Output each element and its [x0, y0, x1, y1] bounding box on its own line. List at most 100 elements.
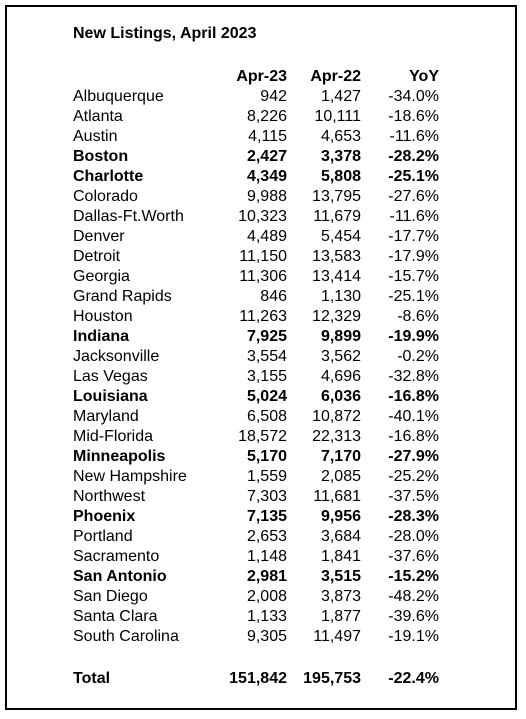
value-apr23: 7,303	[246, 488, 287, 505]
value-yoy: -0.2%	[397, 348, 439, 365]
metro-name: Denver	[73, 228, 125, 245]
metro-name: Indiana	[73, 328, 130, 345]
metro-name: Las Vegas	[73, 368, 148, 385]
metro-name: Austin	[73, 128, 118, 145]
total-apr23: 151,842	[229, 670, 287, 687]
metro-name: Boston	[73, 148, 129, 165]
metro-name: Albuquerque	[73, 88, 164, 105]
metro-name: New Hampshire	[73, 468, 187, 485]
table-title: New Listings, April 2023	[73, 25, 257, 42]
value-yoy: -25.2%	[388, 468, 439, 485]
metro-name: Colorado	[73, 188, 138, 205]
value-apr23: 7,925	[246, 328, 287, 345]
value-apr22: 7,170	[320, 448, 361, 465]
value-yoy: -27.9%	[388, 448, 439, 465]
value-apr22: 13,795	[312, 188, 361, 205]
value-apr22: 10,111	[314, 108, 361, 125]
metro-name: South Carolina	[73, 628, 179, 645]
value-apr22: 2,085	[320, 468, 361, 485]
value-apr23: 11,263	[239, 308, 287, 325]
value-apr22: 13,583	[312, 248, 361, 265]
value-yoy: -19.1%	[388, 628, 439, 645]
table-row: San Diego 2,008 3,873 -48.2%	[0, 587, 526, 607]
value-apr23: 8,226	[246, 108, 287, 125]
header-apr23: Apr-23	[236, 68, 287, 85]
metro-name: San Antonio	[73, 568, 167, 585]
table-row: Las Vegas 3,155 4,696 -32.8%	[0, 367, 526, 387]
value-apr22: 12,329	[312, 308, 361, 325]
value-yoy: -28.0%	[388, 528, 439, 545]
metro-name: San Diego	[73, 588, 148, 605]
metro-name: Santa Clara	[73, 608, 158, 625]
value-apr22: 9,899	[320, 328, 361, 345]
metro-name: Phoenix	[73, 508, 136, 525]
table-row: Northwest 7,303 11,681 -37.5%	[0, 487, 526, 507]
metro-name: Detroit	[73, 248, 121, 265]
table-row: New Hampshire 1,559 2,085 -25.2%	[0, 467, 526, 487]
value-apr22: 3,378	[320, 148, 361, 165]
total-apr22: 195,753	[303, 670, 361, 687]
value-apr23: 2,008	[246, 588, 287, 605]
value-apr22: 1,877	[320, 608, 361, 625]
value-yoy: -32.8%	[388, 368, 439, 385]
value-yoy: -8.6%	[397, 308, 439, 325]
value-apr23: 6,508	[246, 408, 287, 425]
metro-name: Northwest	[73, 488, 146, 505]
value-apr23: 7,135	[246, 508, 287, 525]
table-row: Indiana 7,925 9,899 -19.9%	[0, 327, 526, 347]
value-apr23: 11,306	[239, 268, 287, 285]
table-row: South Carolina 9,305 11,497 -19.1%	[0, 627, 526, 647]
table-row: Albuquerque 942 1,427 -34.0%	[0, 87, 526, 107]
table-row: Louisiana 5,024 6,036 -16.8%	[0, 387, 526, 407]
table-row: Santa Clara 1,133 1,877 -39.6%	[0, 607, 526, 627]
value-apr22: 3,684	[320, 528, 361, 545]
total-yoy: -22.4%	[388, 670, 439, 687]
value-apr23: 11,150	[239, 248, 287, 265]
value-apr23: 5,170	[246, 448, 287, 465]
value-apr22: 13,414	[312, 268, 361, 285]
value-yoy: -25.1%	[388, 168, 439, 185]
table-row: Phoenix 7,135 9,956 -28.3%	[0, 507, 526, 527]
table-row: Houston 11,263 12,329 -8.6%	[0, 307, 526, 327]
value-yoy: -15.7%	[388, 268, 439, 285]
metro-name: Charlotte	[73, 168, 144, 185]
value-apr22: 11,679	[313, 208, 361, 225]
value-apr23: 3,155	[246, 368, 287, 385]
value-apr22: 1,427	[320, 88, 361, 105]
table-row: Charlotte 4,349 5,808 -25.1%	[0, 167, 526, 187]
value-apr22: 22,313	[312, 428, 361, 445]
value-apr23: 4,349	[246, 168, 287, 185]
value-apr23: 2,981	[246, 568, 287, 585]
value-yoy: -28.2%	[388, 148, 439, 165]
value-apr23: 5,024	[246, 388, 287, 405]
value-yoy: -17.7%	[388, 228, 439, 245]
table-row: Denver 4,489 5,454 -17.7%	[0, 227, 526, 247]
table-frame	[5, 5, 517, 710]
table-row: Mid-Florida 18,572 22,313 -16.8%	[0, 427, 526, 447]
value-yoy: -19.9%	[388, 328, 439, 345]
value-yoy: -48.2%	[388, 588, 439, 605]
table-row: Dallas-Ft.Worth 10,323 11,679 -11.6%	[0, 207, 526, 227]
value-apr22: 4,653	[320, 128, 361, 145]
value-yoy: -16.8%	[388, 388, 439, 405]
value-yoy: -34.0%	[388, 88, 439, 105]
metro-name: Minneapolis	[73, 448, 166, 465]
value-apr23: 942	[260, 88, 287, 105]
value-yoy: -28.3%	[388, 508, 439, 525]
table-row: Georgia 11,306 13,414 -15.7%	[0, 267, 526, 287]
value-apr23: 10,323	[238, 208, 287, 225]
total-label: Total	[73, 670, 111, 687]
value-yoy: -37.6%	[388, 548, 439, 565]
value-apr23: 9,305	[246, 628, 287, 645]
value-yoy: -25.1%	[388, 288, 439, 305]
value-apr23: 2,653	[246, 528, 287, 545]
table-row: Sacramento 1,148 1,841 -37.6%	[0, 547, 526, 567]
table-row: Grand Rapids 846 1,130 -25.1%	[0, 287, 526, 307]
value-apr23: 18,572	[238, 428, 287, 445]
value-apr23: 2,427	[246, 148, 287, 165]
value-yoy: -11.6%	[389, 128, 439, 145]
value-apr22: 3,515	[320, 568, 361, 585]
metro-name: Jacksonville	[73, 348, 160, 365]
table-row: Maryland 6,508 10,872 -40.1%	[0, 407, 526, 427]
value-apr22: 5,808	[320, 168, 361, 185]
